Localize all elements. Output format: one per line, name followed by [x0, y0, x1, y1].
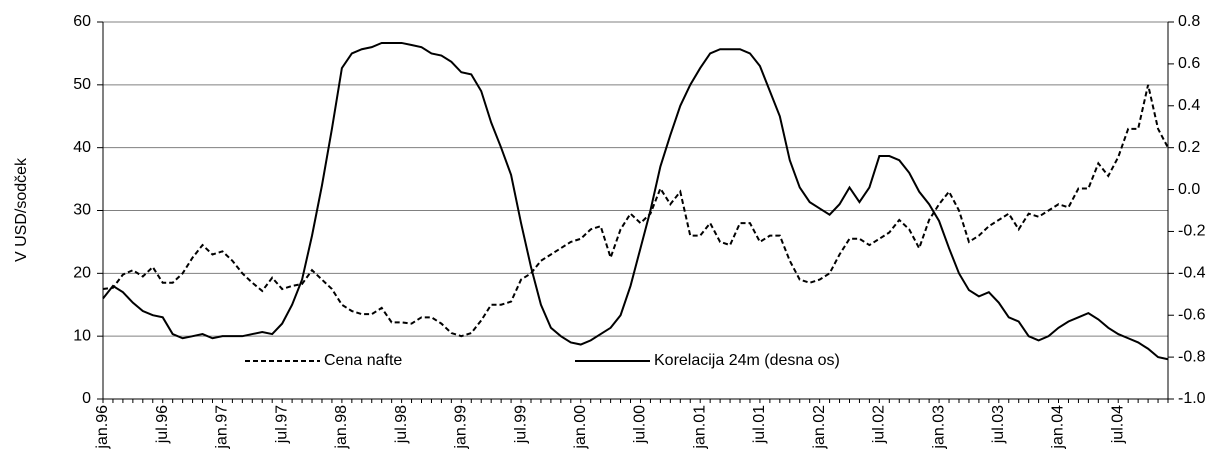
- x-tick-label: jul.01: [751, 405, 768, 444]
- y2-tick-label: 0.6: [1178, 55, 1200, 72]
- x-tick-label: jul.97: [273, 405, 290, 444]
- y2-tick-label: -0.4: [1178, 265, 1206, 282]
- x-tick-label: jan.01: [691, 405, 708, 450]
- y-tick-label: 0: [82, 390, 91, 407]
- y-tick-label: 50: [73, 76, 91, 93]
- x-tick-label: jan.98: [333, 405, 350, 450]
- x-tick-label: jul.04: [1109, 405, 1126, 444]
- x-tick-label: jul.02: [871, 405, 888, 444]
- x-tick-label: jan.04: [1050, 405, 1067, 450]
- x-tick-label: jan.97: [214, 405, 231, 450]
- y-tick-label: 60: [73, 13, 91, 30]
- x-tick-label: jul.03: [990, 405, 1007, 444]
- y2-tick-label: -0.6: [1178, 306, 1206, 323]
- y-tick-label: 10: [73, 327, 91, 344]
- y2-tick-label: -0.8: [1178, 348, 1206, 365]
- x-tick-label: jul.98: [393, 405, 410, 444]
- x-tick-label: jan.03: [930, 405, 947, 450]
- y-tick-label: 20: [73, 265, 91, 282]
- y-tick-label: 30: [73, 202, 91, 219]
- y2-tick-label: 0.2: [1178, 139, 1200, 156]
- y2-tick-label: -0.2: [1178, 223, 1206, 240]
- legend-label: Korelacija 24m (desna os): [654, 352, 840, 369]
- x-tick-label: jul.99: [512, 405, 529, 444]
- y2-tick-label: -1.0: [1178, 390, 1206, 407]
- x-tick-label: jul.96: [154, 405, 171, 444]
- y2-tick-label: 0.8: [1178, 13, 1200, 30]
- y2-tick-label: 0.4: [1178, 97, 1200, 114]
- y-tick-label: 40: [73, 139, 91, 156]
- y2-tick-label: 0.0: [1178, 181, 1200, 198]
- data-line: [102, 41, 1169, 361]
- x-tick-label: jan.96: [94, 405, 111, 450]
- legend-label: Cena nafte: [324, 352, 402, 369]
- x-tick-label: jan.02: [811, 405, 828, 450]
- y-axis-label: V USD/sodček: [13, 157, 30, 262]
- x-tick-label: jul.00: [632, 405, 649, 444]
- x-tick-label: jan.99: [453, 405, 470, 450]
- data-line: [102, 84, 1169, 338]
- x-tick-label: jan.00: [572, 405, 589, 450]
